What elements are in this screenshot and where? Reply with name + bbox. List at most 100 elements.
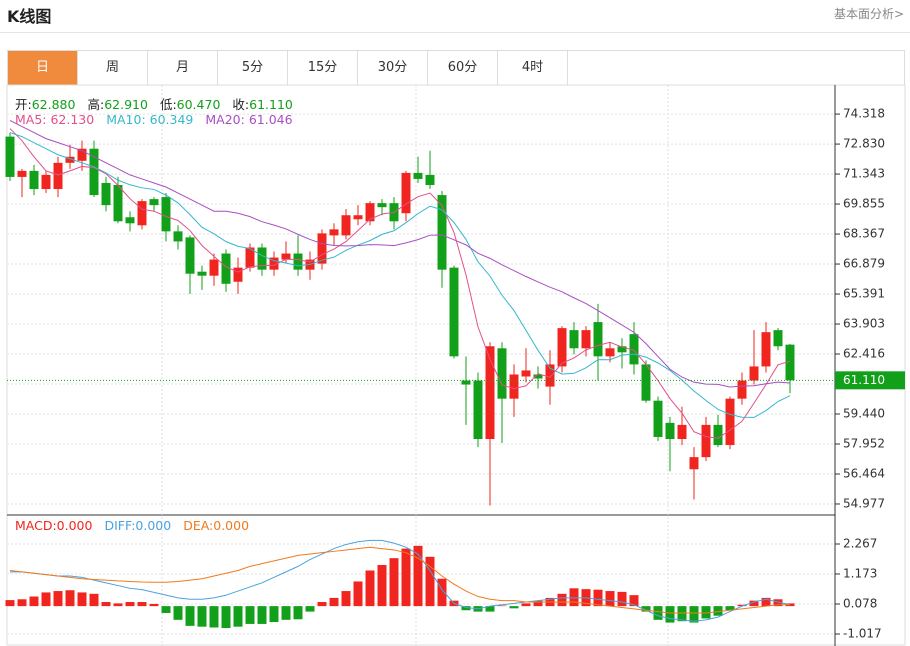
macd-bar (161, 606, 171, 613)
macd-bar (533, 600, 543, 607)
y-tick-label: 54.977 (843, 496, 885, 510)
candle-body (89, 148, 99, 196)
y-tick-label: 74.318 (843, 107, 885, 121)
macd-bar (329, 597, 339, 607)
period-tab[interactable]: 60分 (428, 51, 498, 85)
macd-bar (773, 599, 783, 607)
y-tick-label: 2.267 (843, 536, 877, 550)
macd-bar (593, 589, 603, 607)
macd-bar (401, 548, 411, 607)
candle-body (473, 380, 483, 439)
candle-body (485, 346, 495, 439)
macd-bar (53, 591, 63, 607)
candle-body (257, 247, 267, 270)
macd-bar (497, 605, 507, 607)
candle-body (209, 259, 219, 276)
period-tab[interactable]: 日 (8, 51, 78, 85)
candle-body (125, 217, 135, 224)
candle-body (317, 233, 327, 264)
macd-bar (65, 590, 75, 607)
candle-body (545, 364, 555, 387)
macd-bar (629, 595, 639, 607)
candle-body (449, 267, 459, 357)
stat: 开:62.880 (15, 97, 75, 112)
legend-entry: MACD:0.000 (15, 518, 93, 533)
candle-body (785, 344, 795, 381)
candle-body (761, 332, 771, 367)
candle-body (617, 346, 627, 353)
candle-body (197, 271, 207, 276)
candle-body (353, 215, 363, 220)
candle-body (521, 370, 531, 377)
candle-body (5, 136, 15, 177)
stat: 收:61.110 (232, 97, 292, 112)
macd-bar (737, 604, 747, 607)
candle-body (665, 422, 675, 439)
fundamental-link[interactable]: 基本面分析> (833, 7, 904, 21)
period-tab[interactable]: 月 (148, 51, 218, 85)
candle-body (53, 162, 63, 190)
macd-bar (485, 606, 495, 612)
candle-body (65, 156, 75, 163)
period-tab[interactable]: 15分 (288, 51, 358, 85)
macd-bar (413, 545, 423, 607)
macd-bar (509, 606, 519, 609)
candle-body (413, 172, 423, 179)
macd-bar (5, 600, 15, 607)
stat-value: 61.110 (249, 97, 293, 112)
period-tab[interactable]: 30分 (358, 51, 428, 85)
macd-bar (281, 606, 291, 620)
macd-bar (269, 606, 279, 623)
macd-bar (677, 606, 687, 622)
candle-body (137, 201, 147, 226)
macd-line (9, 546, 790, 614)
candle-body (341, 215, 351, 236)
macd-bar (101, 602, 111, 607)
macd-bar (341, 591, 351, 607)
candle-body (569, 330, 579, 349)
y-tick-label: 66.879 (843, 257, 885, 271)
period-tabs: 日周月 5分 15分 30分 60分 4时 (7, 50, 905, 85)
macd-bar (641, 606, 651, 612)
period-tab[interactable]: 周 (78, 51, 148, 85)
y-tick-label: 62.416 (843, 347, 885, 361)
macd-bar (653, 606, 663, 620)
stat: 低:60.470 (160, 97, 220, 112)
macd-bar (233, 606, 243, 627)
stat: 高:62.910 (87, 97, 147, 112)
candle-body (641, 364, 651, 401)
candle-body (377, 203, 387, 208)
macd-bar (689, 606, 699, 623)
macd-bar (17, 599, 27, 607)
candle-body (17, 170, 27, 177)
candle-body (689, 457, 699, 470)
candle-body (185, 237, 195, 274)
candle-body (749, 366, 759, 381)
stat-value: 60.470 (176, 97, 221, 112)
period-tab[interactable]: 4时 (498, 51, 568, 85)
candle-body (365, 203, 375, 222)
candle-body (281, 253, 291, 260)
candle-body (497, 348, 507, 399)
legend-entry: DIFF:0.000 (104, 518, 172, 533)
macd-bar (137, 602, 147, 607)
candle-body (149, 199, 159, 206)
candle-body (221, 253, 231, 284)
stat-label: 收: (232, 97, 250, 112)
macd-bar (185, 606, 195, 626)
macd-line (10, 539, 791, 622)
macd-bar (605, 591, 615, 607)
candle-body (581, 330, 591, 349)
period-tab[interactable]: 5分 (218, 51, 288, 85)
candle-body (605, 348, 615, 357)
macd-bar (461, 606, 471, 611)
macd-bar (377, 565, 387, 607)
candle-body (461, 380, 471, 385)
y-tick-label: 1.173 (843, 566, 877, 580)
stat-label: 开: (15, 97, 32, 112)
candle-body (269, 257, 279, 270)
y-tick-label: 71.343 (843, 167, 885, 181)
legend-entry: MA10: 60.349 (106, 112, 194, 127)
